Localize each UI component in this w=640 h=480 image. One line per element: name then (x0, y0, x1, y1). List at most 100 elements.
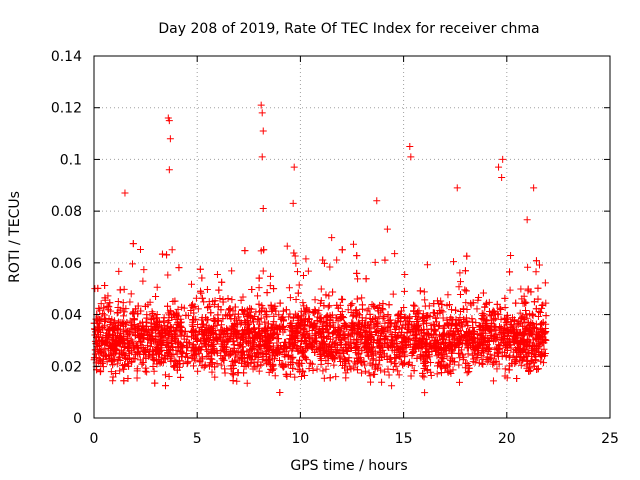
data-point (456, 278, 464, 286)
data-point (523, 216, 531, 224)
data-point (258, 153, 266, 161)
data-point (136, 245, 144, 253)
data-point (506, 286, 514, 294)
y-tick-label: 0.08 (51, 204, 82, 220)
data-point (113, 309, 121, 317)
data-point (285, 284, 293, 292)
data-point (233, 377, 241, 385)
data-point (199, 320, 207, 328)
x-tick-label: 10 (291, 431, 309, 447)
data-point (133, 374, 141, 382)
data-point (353, 366, 361, 374)
data-point (449, 366, 457, 374)
data-point (248, 285, 256, 293)
data-point (115, 267, 123, 275)
x-axis-label: GPS time / hours (290, 458, 407, 474)
data-point (170, 363, 178, 371)
data-point (389, 290, 397, 298)
data-point (282, 306, 290, 314)
data-point (421, 296, 429, 304)
data-point (407, 153, 415, 161)
data-point (107, 307, 115, 315)
data-point (290, 163, 298, 171)
data-point (385, 301, 393, 309)
data-point (143, 368, 151, 376)
data-point (232, 351, 240, 359)
data-point (311, 296, 319, 304)
data-point (109, 373, 117, 381)
data-point (401, 271, 409, 279)
data-point (175, 264, 183, 272)
data-point (444, 291, 452, 299)
data-point (393, 323, 401, 331)
data-point (368, 301, 376, 309)
data-point (460, 306, 468, 314)
y-tick-label: 0.04 (51, 308, 82, 324)
data-point (375, 313, 383, 321)
data-point (271, 355, 279, 363)
data-point (263, 289, 271, 297)
data-point (455, 378, 463, 386)
data-point (361, 367, 369, 375)
data-point (456, 314, 464, 322)
data-point (413, 308, 421, 316)
data-point (370, 315, 378, 323)
data-point (152, 293, 160, 301)
data-points (90, 101, 550, 397)
data-point (370, 302, 378, 310)
data-point (377, 366, 385, 374)
data-point (329, 288, 337, 296)
data-point (276, 388, 284, 396)
data-point (292, 296, 300, 304)
data-point (120, 365, 128, 373)
data-point (283, 242, 291, 250)
data-point (188, 280, 196, 288)
data-point (532, 268, 540, 276)
data-point (427, 372, 435, 380)
data-point (101, 282, 109, 290)
data-point (197, 289, 205, 297)
data-point (343, 340, 351, 348)
data-point (263, 360, 271, 368)
data-point (381, 319, 389, 327)
data-point (464, 350, 472, 358)
data-point (353, 269, 361, 277)
x-tick-label: 20 (498, 431, 516, 447)
data-point (201, 362, 209, 370)
data-point (410, 367, 418, 375)
data-point (146, 343, 154, 351)
data-point (499, 155, 507, 163)
data-point (271, 372, 279, 380)
data-point (385, 371, 393, 379)
data-point (516, 309, 524, 317)
data-point (169, 351, 177, 359)
data-point (453, 184, 461, 192)
data-point (490, 308, 498, 316)
data-point (228, 296, 236, 304)
data-point (126, 317, 134, 325)
data-point (237, 296, 245, 304)
data-point (94, 284, 102, 292)
data-point (129, 240, 137, 248)
data-point (255, 367, 263, 375)
data-point (270, 318, 278, 326)
data-point (313, 365, 321, 373)
data-point (203, 346, 211, 354)
data-point (126, 298, 134, 306)
data-point (406, 143, 414, 150)
data-point (521, 318, 529, 326)
data-point (372, 327, 380, 335)
data-point (165, 166, 173, 174)
data-point (512, 299, 520, 307)
data-point (522, 299, 530, 307)
data-point (462, 299, 470, 307)
data-point (138, 360, 146, 368)
data-point (324, 303, 332, 311)
data-point (302, 255, 310, 263)
data-point (319, 367, 327, 375)
data-point (319, 256, 327, 264)
axis-ticks: 0 0.02 0.04 0.06 0.08 0.1 0.12 0.14 0 5 10 15 20 25 (51, 49, 619, 447)
data-point (105, 303, 113, 311)
data-point (317, 285, 325, 293)
data-point (140, 266, 148, 274)
